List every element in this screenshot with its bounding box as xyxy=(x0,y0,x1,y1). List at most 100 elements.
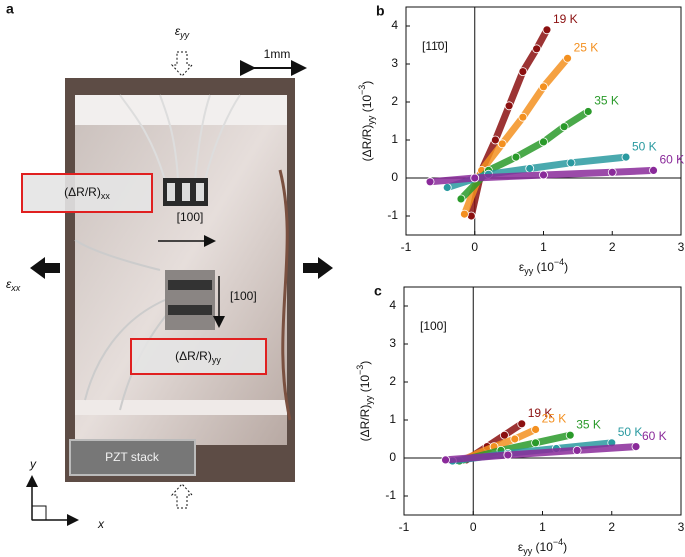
x-tick-label: 3 xyxy=(678,240,685,254)
y-tick-label: 2 xyxy=(389,374,396,388)
scale-label: 1mm xyxy=(264,47,291,61)
box-label: (ΔR/R)yy xyxy=(175,349,221,365)
annotation: [100] xyxy=(420,319,447,333)
y-tick-label: 4 xyxy=(391,18,398,32)
y-tick-label: -1 xyxy=(387,208,398,222)
data-point xyxy=(503,450,513,460)
label-part: −4 xyxy=(554,257,564,267)
label-part: (10 xyxy=(533,260,554,274)
data-point xyxy=(565,430,575,440)
data-point xyxy=(607,167,617,177)
data-point xyxy=(649,165,658,175)
y-tick-label: 4 xyxy=(389,298,396,312)
label-part: xx xyxy=(10,283,21,293)
x-tick-label: 2 xyxy=(609,240,616,254)
label-part: ε xyxy=(518,540,524,554)
label-part: ) xyxy=(564,260,568,274)
series-label: 19 K xyxy=(553,12,578,26)
data-point xyxy=(631,442,641,452)
y-axis-label: (ΔR/R)yy (10−3) xyxy=(355,361,374,442)
label-part: (10 xyxy=(360,95,374,116)
x-tick-label: 0 xyxy=(471,240,478,254)
direction-label: [100] xyxy=(230,289,257,303)
data-point xyxy=(504,101,514,111)
series-label: 19 K xyxy=(528,406,553,420)
strain-arrow xyxy=(30,257,60,279)
x-tick-label: -1 xyxy=(401,240,412,254)
strain-label: εyy xyxy=(175,24,190,40)
data-point xyxy=(460,209,469,219)
data-point xyxy=(542,25,552,35)
y-tick-label: -1 xyxy=(385,488,396,502)
y-tick-label: 3 xyxy=(391,56,398,70)
y-axis-label: (ΔR/R)yy (10−3) xyxy=(357,81,376,162)
series-label: 35 K xyxy=(576,417,601,431)
label-part: yy xyxy=(364,395,374,405)
data-point xyxy=(531,438,540,448)
label-part: (ΔR/R) xyxy=(358,405,372,442)
label-part: ε xyxy=(519,260,525,274)
y-tick-label: 0 xyxy=(391,170,398,184)
data-point xyxy=(511,152,521,162)
x-tick-label: 1 xyxy=(540,240,547,254)
label-part: yy xyxy=(212,355,222,365)
data-point xyxy=(456,194,466,204)
strain-arrow xyxy=(170,483,194,509)
strain-arrow xyxy=(303,257,333,279)
pzt-label: PZT stack xyxy=(105,450,160,464)
right-angle xyxy=(31,505,47,521)
panel-label: a xyxy=(6,1,14,17)
label-part: −3 xyxy=(357,85,367,95)
panel-label: b xyxy=(376,3,385,19)
x-axis-label: εyy (10−4) xyxy=(519,257,568,276)
y-tick-label: 0 xyxy=(389,450,396,464)
strain-label: εxx xyxy=(6,277,21,293)
data-point xyxy=(470,173,480,183)
series-line xyxy=(442,443,640,464)
y-tick-label: 3 xyxy=(389,336,396,350)
label-box xyxy=(130,338,267,375)
pzt-box xyxy=(69,439,196,476)
series-line xyxy=(467,26,551,220)
data-point xyxy=(539,170,548,180)
axis-name: x xyxy=(97,517,105,531)
x-axis-label: εyy (10−4) xyxy=(518,537,567,556)
label-part: (ΔR/R) xyxy=(64,185,101,199)
data-point xyxy=(425,177,435,187)
data-point xyxy=(442,183,452,192)
data-point xyxy=(583,107,593,116)
label-box xyxy=(21,173,153,213)
data-point xyxy=(517,419,527,429)
label-part: yy xyxy=(523,546,533,556)
y-tick-label: 1 xyxy=(389,412,396,426)
label-part: −4 xyxy=(553,537,563,547)
box-label: (ΔR/R)xx xyxy=(64,185,110,201)
label-part: ) xyxy=(358,361,372,365)
data-point xyxy=(539,82,548,92)
x-tick-label: 0 xyxy=(470,520,477,534)
sample-photo xyxy=(65,78,295,482)
label-part: yy xyxy=(179,30,190,40)
label-part: (10 xyxy=(358,375,372,396)
x-tick-label: 1 xyxy=(539,520,546,534)
data-point xyxy=(621,152,631,162)
label-part: xx xyxy=(101,191,111,201)
data-point xyxy=(500,430,509,440)
label-part: yy xyxy=(366,115,376,125)
label-part: yy xyxy=(524,266,534,276)
data-point xyxy=(539,137,548,147)
direction-label: [100] xyxy=(177,210,204,224)
data-point xyxy=(497,139,507,149)
label-part: (ΔR/R) xyxy=(175,349,212,363)
label-part: (ΔR/R) xyxy=(360,125,374,162)
label-part: ε xyxy=(6,277,12,291)
y-tick-label: 1 xyxy=(391,132,398,146)
data-point xyxy=(532,44,542,54)
series-label: 50 K xyxy=(618,425,643,439)
annotation: [11̄0] xyxy=(422,39,448,53)
series-label: 35 K xyxy=(594,94,619,108)
data-point xyxy=(490,135,500,145)
label-part: −3 xyxy=(355,365,365,375)
y-tick-label: 2 xyxy=(391,94,398,108)
